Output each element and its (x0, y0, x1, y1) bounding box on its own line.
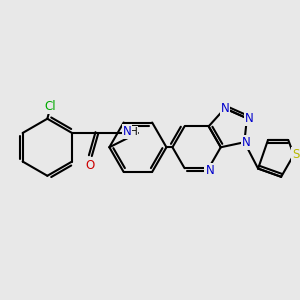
Text: N: N (206, 164, 214, 177)
Text: N: N (123, 125, 131, 138)
Text: N: N (242, 136, 251, 149)
Text: N: N (245, 112, 254, 125)
Text: H: H (130, 127, 137, 137)
Text: Cl: Cl (44, 100, 56, 113)
Text: S: S (292, 148, 300, 161)
Text: N: N (220, 102, 229, 115)
Text: O: O (85, 159, 94, 172)
